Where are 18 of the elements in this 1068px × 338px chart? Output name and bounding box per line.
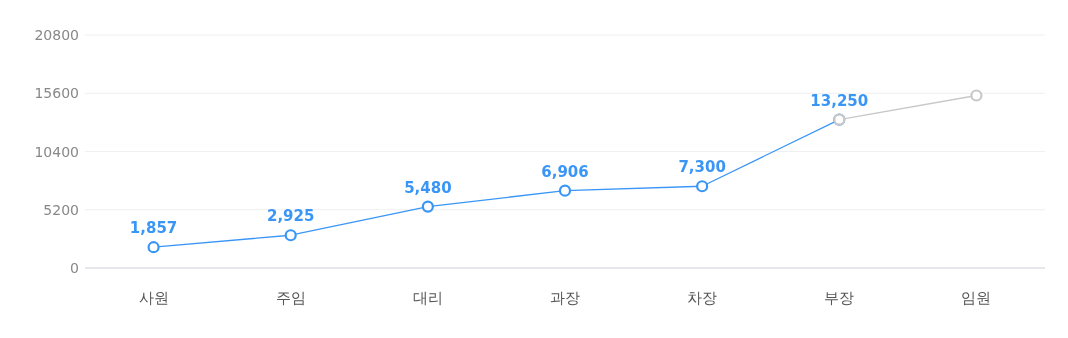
x-tick-label: 차장 bbox=[687, 289, 718, 307]
x-tick-label: 부장 bbox=[824, 289, 855, 307]
x-tick-label: 대리 bbox=[412, 289, 443, 307]
data-label: 5,480 bbox=[404, 178, 452, 197]
x-tick-label: 주임 bbox=[275, 289, 306, 307]
x-tick-label: 과장 bbox=[550, 289, 580, 307]
x-tick-label: 사원 bbox=[138, 289, 169, 307]
data-label: 1,857 bbox=[129, 219, 178, 238]
data-label: 13,250 bbox=[810, 91, 869, 110]
y-tick-label: 10400 bbox=[34, 143, 79, 160]
data-label: 7,300 bbox=[678, 158, 726, 177]
x-tick-label: 임원 bbox=[961, 289, 992, 307]
data-label: 2,925 bbox=[266, 207, 315, 226]
y-tick-label: 0 bbox=[70, 260, 79, 276]
y-tick-label: 5200 bbox=[43, 201, 79, 218]
data-label: 6,906 bbox=[541, 162, 589, 181]
y-tick-label: 15600 bbox=[34, 85, 79, 102]
y-tick-label: 20800 bbox=[34, 27, 79, 43]
